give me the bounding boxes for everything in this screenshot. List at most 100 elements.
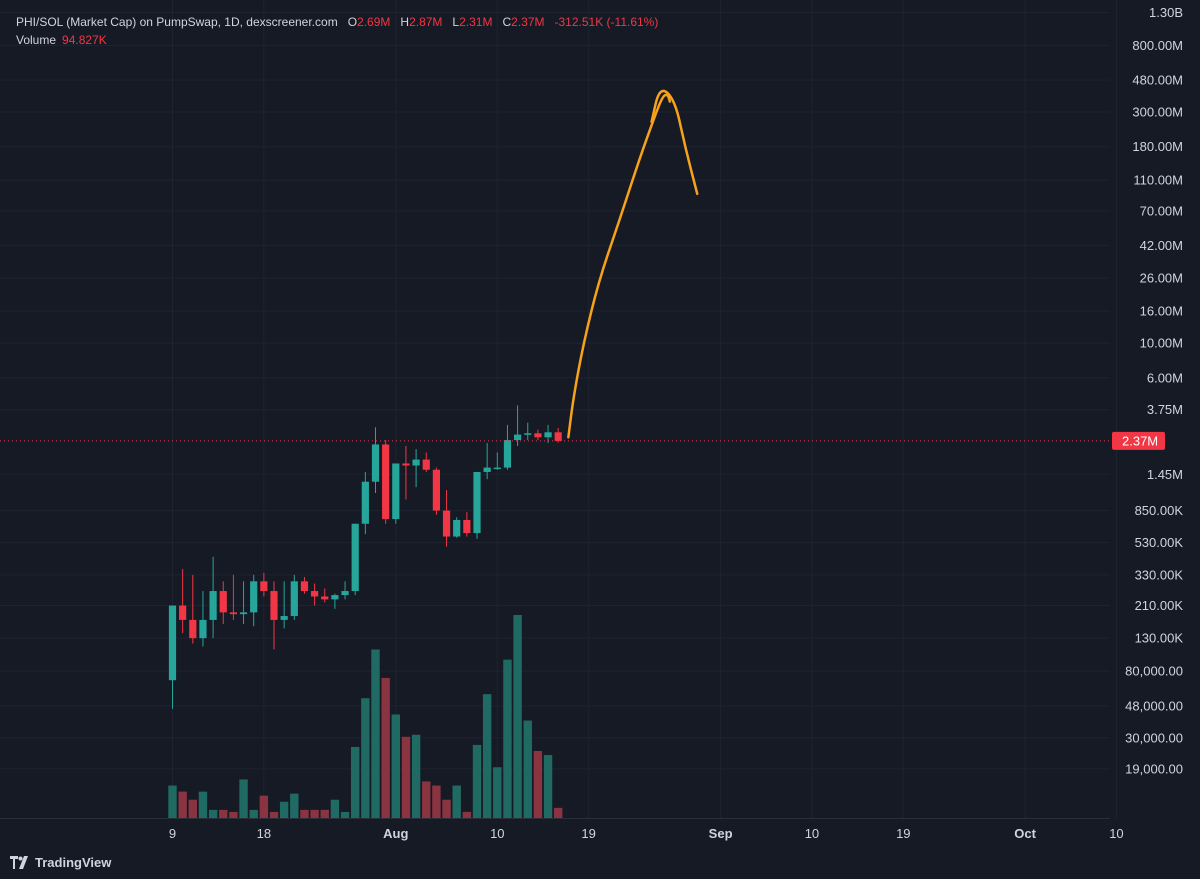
candle-body bbox=[534, 433, 542, 438]
candle-body bbox=[351, 523, 359, 592]
candle-body bbox=[402, 463, 410, 466]
candle-body bbox=[331, 595, 339, 600]
candle-body bbox=[199, 619, 207, 639]
volume-bar bbox=[503, 659, 512, 818]
low-label: L bbox=[452, 15, 460, 29]
volume-bar bbox=[482, 694, 492, 818]
close-label: C bbox=[502, 15, 512, 29]
candle-body bbox=[544, 432, 552, 438]
volume-bar bbox=[422, 781, 431, 818]
candlesticks bbox=[168, 405, 562, 709]
y-tick-label: 210.00K bbox=[1135, 598, 1184, 613]
legend-header: PHI/SOL (Market Cap) on PumpSwap, 1D, de… bbox=[16, 15, 658, 29]
candle-body bbox=[392, 463, 400, 520]
last-price-tag-box bbox=[1112, 431, 1165, 450]
volume-bar bbox=[351, 746, 360, 818]
volume-bar bbox=[279, 801, 289, 818]
volume-bar bbox=[432, 785, 441, 818]
open-value: 2.69M bbox=[357, 15, 391, 29]
volume-bar bbox=[371, 649, 380, 818]
x-tick-label: 19 bbox=[581, 826, 595, 841]
candle-body bbox=[514, 434, 522, 441]
candle-body bbox=[229, 612, 237, 615]
symbol-title[interactable]: PHI/SOL (Market Cap) on PumpSwap, 1D, de… bbox=[16, 15, 338, 29]
candle-body bbox=[371, 444, 380, 482]
y-axis[interactable]: 1.30B 800.00M 480.00M 300.00M 180.00M 110.00M… bbox=[1125, 5, 1183, 776]
y-tick-label: 26.00M bbox=[1140, 271, 1183, 286]
x-axis[interactable]: 9 18 Aug 10 19 Sep 10 19 Oct 10 bbox=[169, 826, 1124, 841]
volume-bar bbox=[493, 767, 502, 818]
drawing-arrowhead bbox=[650, 89, 699, 196]
volume-bar bbox=[249, 809, 258, 818]
y-tick-label: 110.00M bbox=[1133, 173, 1183, 188]
y-tick-label: 70.00M bbox=[1140, 203, 1183, 218]
volume-bar bbox=[523, 720, 532, 818]
y-tick-label: 530.00K bbox=[1135, 535, 1184, 550]
volume-bar bbox=[381, 677, 390, 818]
candle-body bbox=[311, 591, 319, 597]
candle-body bbox=[250, 581, 258, 613]
candle-body bbox=[260, 581, 268, 592]
volume-bar bbox=[543, 755, 553, 818]
candle-body bbox=[280, 616, 288, 620]
candle-body bbox=[361, 481, 369, 524]
volume-label: Volume bbox=[16, 33, 57, 47]
volume-bar bbox=[310, 809, 319, 818]
candle-body bbox=[300, 581, 309, 592]
volume-bar bbox=[391, 714, 400, 818]
y-tick-label: 16.00M bbox=[1140, 304, 1183, 319]
volume-bar bbox=[239, 779, 248, 818]
volume-bar bbox=[452, 785, 461, 818]
volume-bar bbox=[442, 799, 451, 818]
volume-value: 94.827K bbox=[62, 33, 107, 47]
volume-bar bbox=[229, 811, 238, 818]
volume-bar bbox=[554, 807, 563, 818]
x-tick-label: Aug bbox=[383, 826, 408, 841]
candle-body bbox=[493, 467, 501, 470]
volume-bar bbox=[168, 785, 177, 818]
last-price-label: 2.37M bbox=[1122, 433, 1158, 448]
y-tick-label: 1.45M bbox=[1147, 467, 1183, 482]
logo-text: TradingView bbox=[35, 855, 112, 870]
volume-bar bbox=[188, 799, 197, 818]
volume-bar bbox=[290, 793, 299, 818]
volume-bar bbox=[330, 799, 340, 818]
candle-body bbox=[463, 519, 471, 534]
low-value: 2.31M bbox=[459, 15, 493, 29]
volume-bar bbox=[533, 751, 543, 818]
volume-bar bbox=[340, 811, 350, 818]
y-tick-label: 10.00M bbox=[1140, 336, 1183, 351]
candle-body bbox=[432, 469, 440, 511]
grid-lines bbox=[0, 0, 1117, 819]
volume-bar bbox=[300, 809, 309, 818]
y-tick-label: 3.75M bbox=[1147, 402, 1183, 417]
candle-body bbox=[168, 605, 177, 681]
x-tick-label: 18 bbox=[257, 826, 271, 841]
candle-body bbox=[473, 471, 481, 534]
high-value: 2.87M bbox=[409, 15, 443, 29]
candle-body bbox=[503, 440, 512, 468]
candle-body bbox=[442, 510, 451, 537]
y-tick-label: 19,000.00 bbox=[1125, 761, 1183, 776]
candle-body bbox=[179, 605, 187, 620]
x-tick-label: 19 bbox=[896, 826, 910, 841]
volume-bar bbox=[462, 811, 472, 818]
high-label: H bbox=[400, 15, 410, 29]
candle-body bbox=[554, 432, 562, 441]
y-tick-label: 330.00K bbox=[1135, 567, 1184, 582]
y-tick-label: 48,000.00 bbox=[1125, 698, 1183, 713]
y-tick-label: 850.00K bbox=[1135, 503, 1184, 518]
tradingview-icon bbox=[10, 856, 28, 869]
x-tick-label: 9 bbox=[169, 826, 176, 841]
volume-bar bbox=[208, 809, 218, 818]
y-tick-label: 800.00M bbox=[1132, 38, 1183, 53]
tradingview-logo[interactable]: TradingView bbox=[10, 855, 111, 870]
x-tick-label: 10 bbox=[490, 826, 504, 841]
candle-body bbox=[209, 591, 217, 620]
freehand-drawing bbox=[567, 89, 699, 439]
x-tick-label: 10 bbox=[805, 826, 819, 841]
volume-bar bbox=[198, 791, 208, 818]
change-value: -312.51K (-11.61%) bbox=[554, 15, 659, 29]
y-tick-label: 480.00M bbox=[1132, 73, 1183, 88]
